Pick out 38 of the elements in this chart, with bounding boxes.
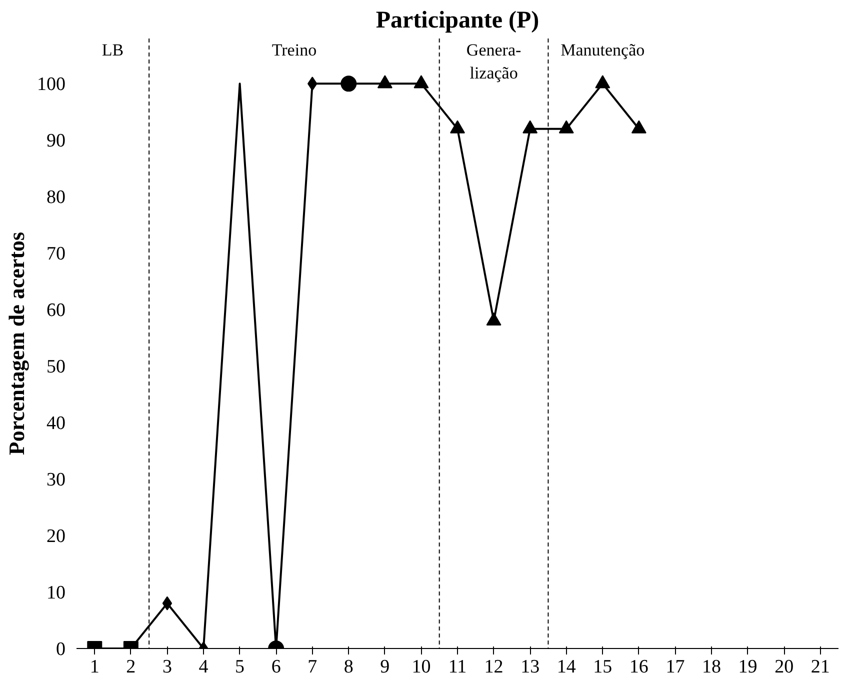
- x-tick-label: 2: [126, 656, 136, 675]
- x-tick-label: 11: [448, 656, 467, 675]
- x-tick-label: 1: [90, 656, 100, 675]
- x-tick-label: 21: [810, 656, 830, 675]
- x-tick-label: 15: [593, 656, 612, 675]
- y-tick-label: 100: [37, 74, 66, 96]
- chart-title: Participante (P): [376, 8, 540, 34]
- x-tick-label: 14: [556, 656, 576, 675]
- x-tick-label: 16: [629, 656, 648, 675]
- x-tick-label: 5: [235, 656, 245, 675]
- x-tick-label: 10: [412, 656, 431, 675]
- y-tick-label: 10: [46, 582, 66, 604]
- y-tick-label: 40: [46, 413, 66, 434]
- x-tick-label: 20: [774, 656, 794, 675]
- x-tick-label: 8: [344, 656, 354, 675]
- x-tick-label: 9: [380, 656, 390, 675]
- x-tick-label: 19: [738, 656, 758, 675]
- annotation: Manutenção: [560, 40, 645, 60]
- x-tick-label: 17: [666, 656, 685, 675]
- y-tick-label: 50: [46, 356, 66, 378]
- x-tick-label: 6: [271, 656, 281, 675]
- y-tick-label: 90: [46, 130, 66, 152]
- x-tick-label: 4: [198, 656, 209, 675]
- y-tick-label: 20: [46, 526, 66, 548]
- x-tick-label: 18: [702, 656, 721, 675]
- y-tick-label: 60: [46, 300, 66, 322]
- annotation: LB: [102, 40, 124, 60]
- x-tick-label: 13: [520, 656, 540, 675]
- annotation: Treino: [272, 40, 317, 60]
- y-axis-title: Porcentagem de acertos: [4, 231, 29, 456]
- x-tick-label: 3: [162, 656, 172, 675]
- x-tick-label: 7: [308, 656, 318, 675]
- x-tick-label: 12: [484, 656, 504, 675]
- y-tick-label: 70: [46, 244, 66, 265]
- annotation: Genera- lização: [466, 40, 522, 82]
- y-tick-label: 0: [56, 639, 66, 660]
- y-tick-label: 80: [46, 187, 66, 208]
- y-tick-label: 30: [46, 470, 66, 491]
